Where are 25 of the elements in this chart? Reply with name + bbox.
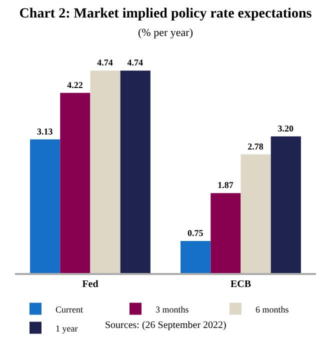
legend-label: 1 year: [56, 323, 78, 334]
data-label: 3.20: [278, 123, 294, 134]
bar: [180, 240, 211, 273]
data-label: 4.74: [97, 58, 114, 68]
data-label: 4.74: [127, 58, 144, 68]
bar: [210, 193, 241, 273]
source-note: Sources: (26 September 2022): [105, 320, 226, 331]
bar: [240, 154, 271, 273]
bar: [60, 92, 90, 273]
bar: [30, 139, 60, 273]
data-label: 2.78: [248, 141, 264, 152]
data-label: 4.22: [67, 80, 84, 90]
bar: [270, 136, 301, 273]
data-label: 0.75: [187, 228, 204, 238]
data-label: 1.87: [218, 180, 234, 190]
bar: [90, 70, 120, 273]
x-tick-label: ECB: [230, 279, 252, 290]
x-tick-label: Fed: [82, 279, 99, 290]
legend-label: Current: [56, 304, 84, 314]
legend-label: 3 months: [156, 304, 190, 314]
bar: [120, 70, 150, 273]
legend-label: 6 months: [256, 304, 290, 314]
chart-subtitle: (% per year): [138, 26, 194, 39]
chart-title: Chart 2: Market implied policy rate expectations: [19, 6, 312, 22]
data-label: 3.13: [36, 126, 54, 136]
